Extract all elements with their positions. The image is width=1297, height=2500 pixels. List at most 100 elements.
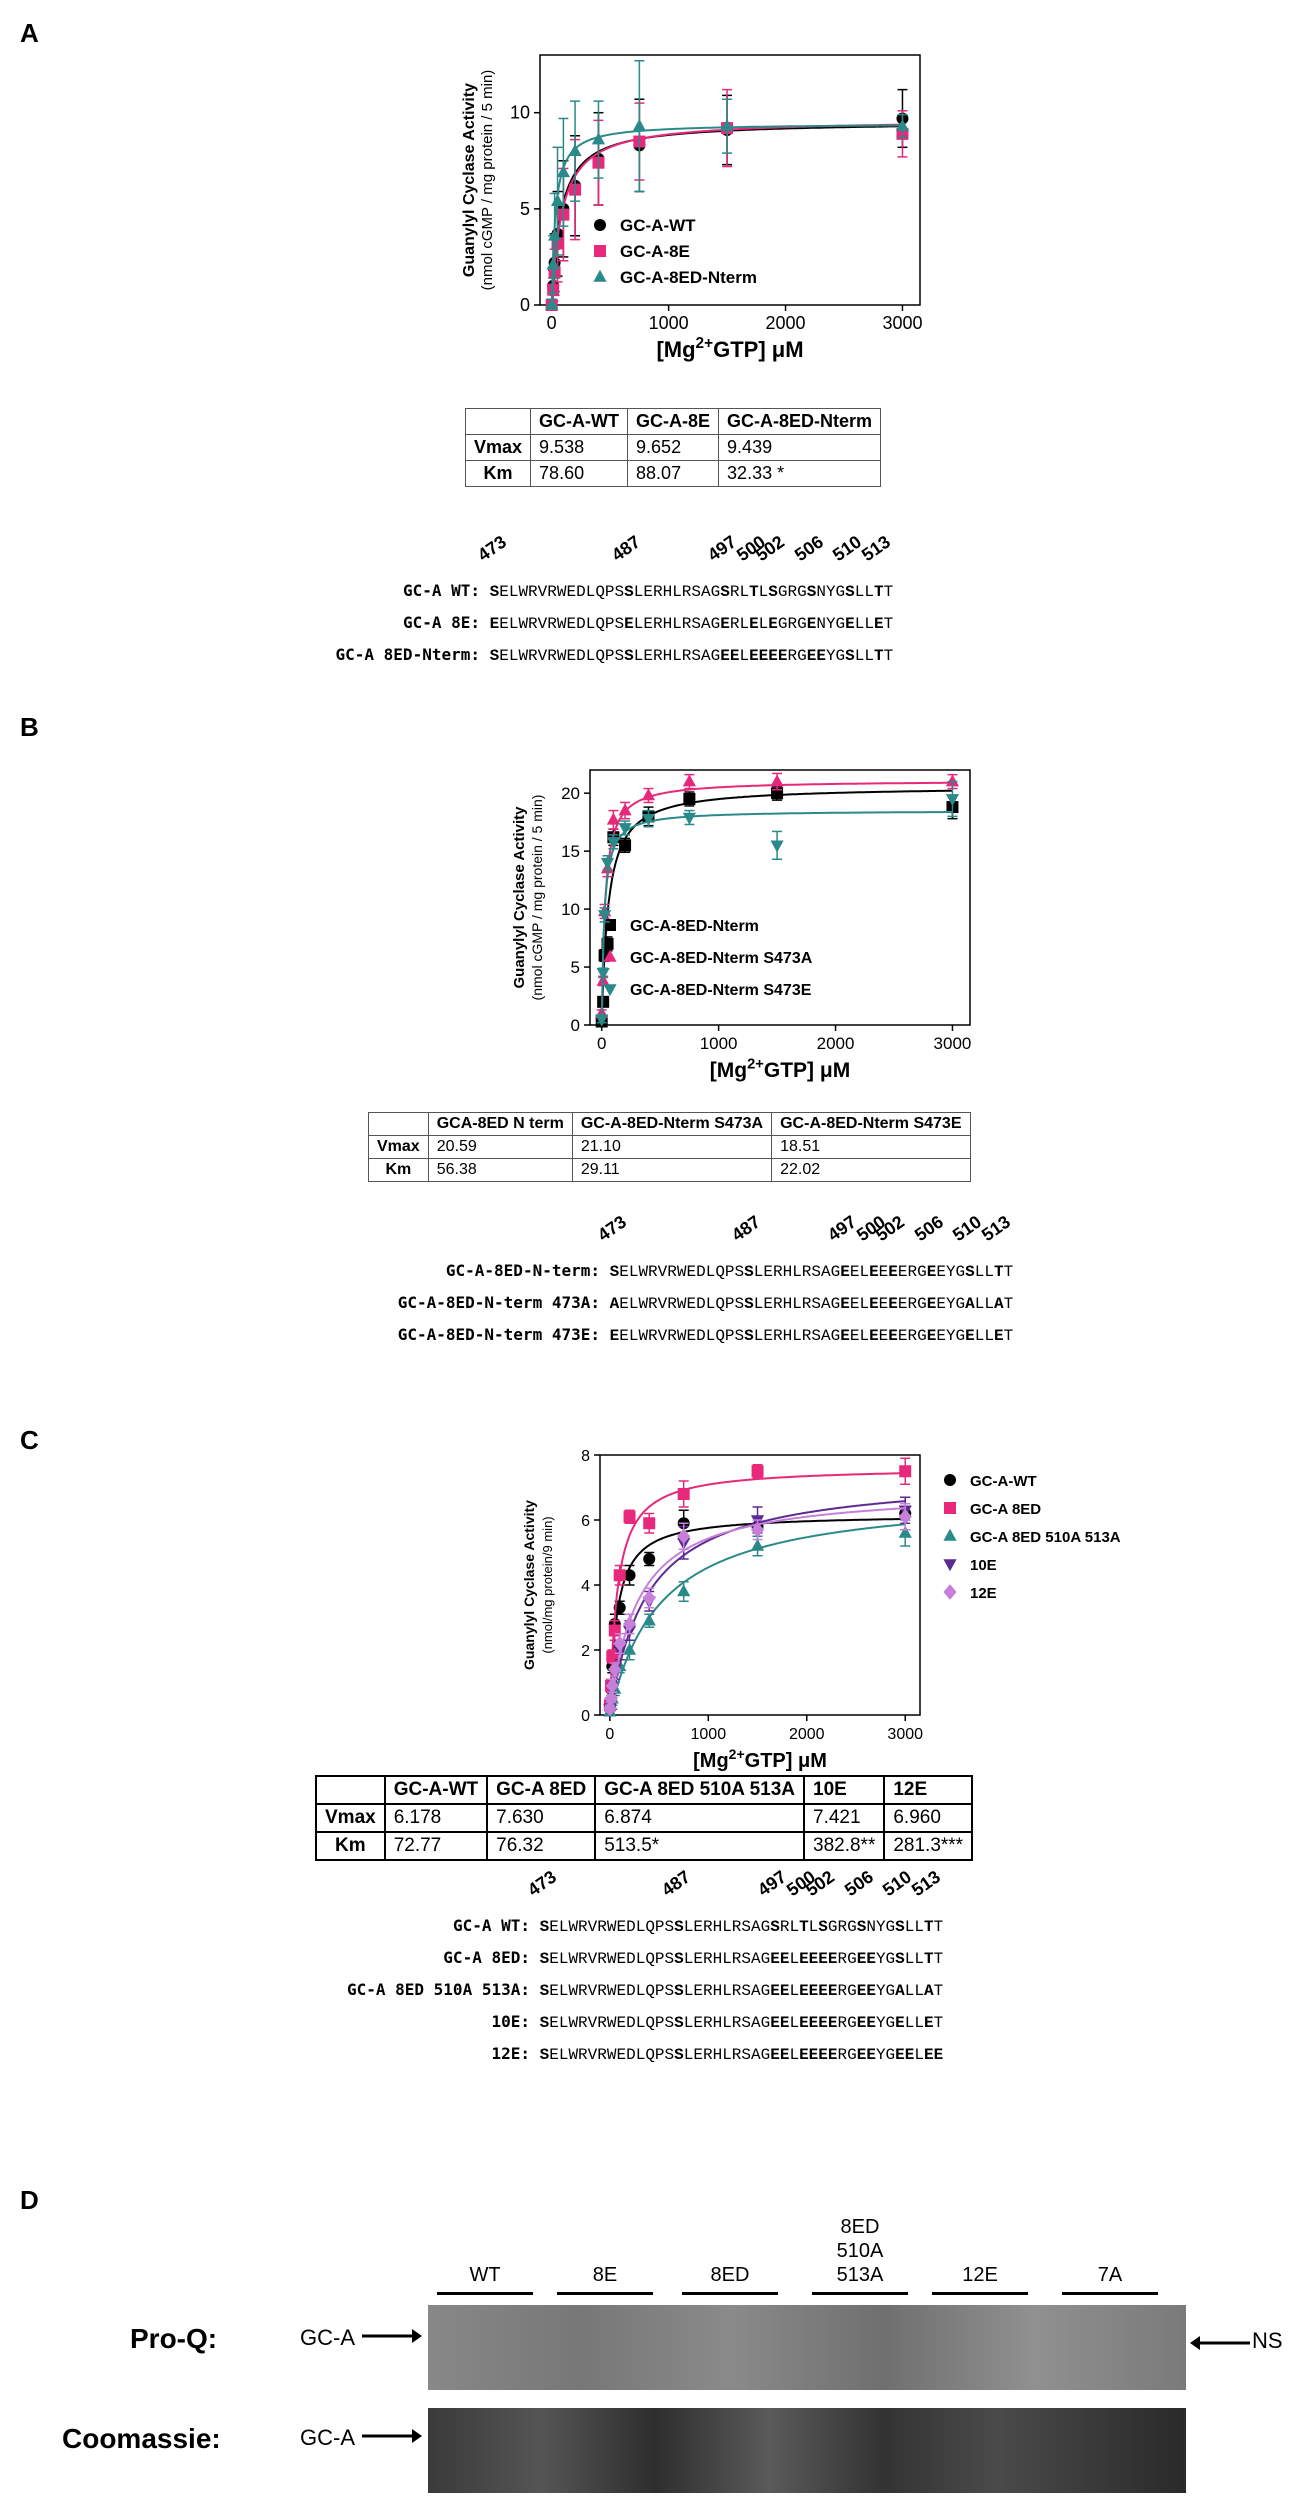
panel-d-letter: D xyxy=(20,2185,39,2215)
panel-c-data-point xyxy=(623,1569,636,1582)
panel-c-data-point xyxy=(605,1677,619,1694)
panel-b-data-point xyxy=(945,774,960,787)
lane-underline xyxy=(437,2292,533,2295)
panel-c-data-point xyxy=(622,1616,637,1632)
panel-b-x-axis-label: [Mg2+GTP] μM xyxy=(710,1057,850,1082)
panel-b-sequence-label: GC-A-8ED-N-term 473E: xyxy=(397,1325,600,1344)
panel-a-y-tick-label: 0 xyxy=(520,295,530,315)
ns-arrow-icon xyxy=(1190,2336,1250,2350)
panel-c-data-point xyxy=(642,1590,656,1606)
panel-b-legend-label: GC-A-8ED-Nterm S473E xyxy=(630,982,812,999)
panel-b-table-row: Vmax 20.59 21.10 18.51 xyxy=(368,1135,971,1159)
panel-c-data-point xyxy=(613,1635,627,1652)
panel-b-x-tick-label: 3000 xyxy=(934,1034,972,1053)
panel-a-residue-position-label: 473 xyxy=(473,531,511,566)
panel-a-x-tick-label: 2000 xyxy=(766,313,806,333)
panel-a-table-header-row: GC-A-WT GC-A-8E GC-A-8ED-Nterm xyxy=(464,408,882,435)
lane-labels: WT 8E 8ED 8ED 510A 513A 12E 7A xyxy=(420,2205,1180,2295)
panel-a-table-header-cell: GC-A-8E xyxy=(627,408,720,435)
panel-b-data-point xyxy=(619,839,632,852)
panel-b-data-point xyxy=(600,857,615,870)
panel-b-residue-position-label: 513 xyxy=(977,1211,1015,1246)
panel-a-x-tick-label: 0 xyxy=(547,313,557,333)
panel-c-x-axis-label: [Mg2+GTP] μM xyxy=(693,1746,827,1772)
panel-c-chart: 0 1000 2000 3000 0 2 4 6 8 [Mg2+GTP] μM Guanylyl C… xyxy=(521,1448,1121,1772)
panel-a-data-point xyxy=(545,297,559,310)
panel-b-table-cell: 21.10 xyxy=(571,1135,773,1159)
panel-b-data-point xyxy=(598,910,612,923)
panel-a-residue-position-label: 506 xyxy=(790,531,827,566)
panel-b-table-header-cell: GC-A-8ED-Nterm S473A xyxy=(571,1112,773,1136)
panel-c-data-point xyxy=(622,1642,637,1655)
panel-b-data-point xyxy=(618,823,632,836)
panel-a-legend-marker xyxy=(594,219,606,231)
panel-a-table-cell: Km xyxy=(464,460,532,487)
panel-c-data-point xyxy=(603,1700,617,1717)
panel-c-sequence-text: SELWRVRWEDLQPSSLERHLRSAGEELEEEERGEEYGELL… xyxy=(539,2014,944,2032)
panel-c-sequence-text: SELWRVRWEDLQPSSLERHLRSAGEELEEEERGEEYGALL… xyxy=(539,1982,944,2000)
panel-c-table-cell: 513.5* xyxy=(594,1831,805,1861)
panel-a-y-axis-sublabel: (nmol cGMP / mg protein / 5 min) xyxy=(479,70,496,291)
lane-label: WT xyxy=(469,2264,501,2286)
pro-q-blot-image xyxy=(428,2305,1186,2390)
panel-a-data-point xyxy=(556,165,570,178)
panel-a-legend-marker xyxy=(594,245,606,257)
panel-a-y-tick-label: 5 xyxy=(520,199,530,219)
panel-c-data-point xyxy=(623,1510,636,1523)
panel-c-residue-position-label: 506 xyxy=(840,1866,877,1901)
panel-b-table-header-row: GCA-8ED N term GC-A-8ED-Nterm S473A GC-A-8… xyxy=(368,1112,971,1136)
panel-c-sequence-label: GC-A 8ED 510A 513A: xyxy=(346,1980,530,1999)
panel-c-table-cell: 76.32 xyxy=(486,1831,597,1861)
panel-a-sequence-row: GC-A WT: SELWRVRWEDLQPSSLERHLRSAGSRLTLSG… xyxy=(240,581,893,601)
panel-c-sequence-text: SELWRVRWEDLQPSSLERHLRSAGEELEEEERGEEYGSLL… xyxy=(539,1950,944,1968)
panel-a-legend-label: GC-A-8ED-Nterm xyxy=(620,268,757,287)
panel-c-table-cell: 7.421 xyxy=(802,1803,886,1833)
panel-c-data-point xyxy=(677,1528,691,1545)
panel-b-table-header-cell xyxy=(368,1112,429,1136)
panel-c-table-cell: Km xyxy=(315,1831,386,1861)
panel-a-chart: 0 1000 2000 3000 0 5 10 [Mg2+GTP] μM Guanylyl Cy… xyxy=(461,54,922,362)
panel-b-y-axis-label: Guanylyl Cyclase Activity xyxy=(511,806,528,989)
panel-b-data-point xyxy=(595,1014,609,1027)
panel-c-data-point xyxy=(898,1508,912,1525)
panel-b-chart: 0 1000 2000 3000 0 5 10 15 20 [Mg2+GTP] μM Guanyly… xyxy=(511,769,972,1082)
panel-c-legend-marker xyxy=(943,1559,957,1572)
panel-a-table-cell: 9.538 xyxy=(530,434,629,461)
panel-b-sequence-label: GC-A-8ED-N-term 473A: xyxy=(397,1293,600,1312)
panel-c-y-tick-label: 8 xyxy=(581,1448,590,1465)
panel-c-sequence-row: GC-A 8ED 510A 513A: SELWRVRWEDLQPSSLERHL… xyxy=(210,1980,943,2000)
panel-c-x-tick-label: 0 xyxy=(605,1726,614,1743)
panel-b-letter: B xyxy=(20,712,39,742)
panel-b-table-cell: Vmax xyxy=(368,1135,429,1159)
panel-c-data-point xyxy=(643,1517,656,1530)
panel-a-legend-label: GC-A-8E xyxy=(620,242,690,261)
panel-a-table-cell: Vmax xyxy=(464,434,532,461)
panel-b-residue-position-label: 487 xyxy=(728,1211,765,1246)
coomassie-arrow-icon xyxy=(362,2429,422,2443)
coomassie-gca-label: GC-A xyxy=(300,2425,355,2450)
panel-c-data-point xyxy=(898,1525,912,1538)
panel-a-legend-marker xyxy=(593,269,607,282)
panel-b-table-cell: 56.38 xyxy=(427,1158,573,1182)
panel-a-data-point xyxy=(895,118,910,131)
panel-b-data-point xyxy=(618,803,632,816)
panel-a-table-cell: 88.07 xyxy=(627,460,720,487)
panel-c-legend-marker xyxy=(944,1502,956,1514)
panel-c-y-tick-label: 2 xyxy=(581,1643,590,1660)
panel-b-legend-marker xyxy=(603,949,617,962)
panel-c-kinetics-table: GC-A-WT GC-A 8ED GC-A 8ED 510A 513A 10E 12E V… xyxy=(315,1775,974,1861)
panel-a-kinetics-table: GC-A-WT GC-A-8E GC-A-8ED-Nterm Vmax 9.538 9.6… xyxy=(464,408,882,487)
panel-b-data-point xyxy=(683,792,696,805)
panel-c-table-header-cell: 12E xyxy=(883,1775,974,1805)
panel-c-sequence-label: GC-A WT: xyxy=(452,1916,530,1935)
ns-label: NS xyxy=(1252,2328,1283,2353)
panel-b-data-point xyxy=(682,812,696,825)
panel-a-sequence-text: SELWRVRWEDLQPSSLERHLRSAGEELEEEERGEEYGSLL… xyxy=(489,647,894,665)
panel-b-table-row: Km 56.38 29.11 22.02 xyxy=(368,1158,971,1182)
panel-c-legend-marker xyxy=(943,1528,957,1541)
panel-c-data-point xyxy=(677,1488,690,1500)
panel-a-legend-label: GC-A-WT xyxy=(620,216,696,235)
pro-q-gca-label: GC-A xyxy=(300,2325,355,2350)
panel-c-y-axis-sublabel: (nmol/mg protein/9 min) xyxy=(540,1516,555,1653)
panel-c-table-cell: 6.960 xyxy=(883,1803,974,1833)
